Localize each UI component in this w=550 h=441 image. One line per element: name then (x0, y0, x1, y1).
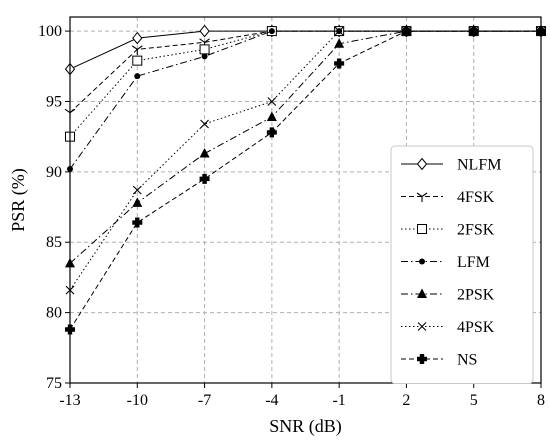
y-tick-label: 80 (46, 305, 62, 322)
marker-x (334, 26, 344, 36)
marker-square (132, 55, 143, 66)
series-line (69, 30, 541, 114)
marker-x (132, 185, 142, 195)
marker-triangle (266, 111, 277, 121)
marker-square (417, 224, 427, 234)
legend-item-2fsk: 2FSK (401, 222, 495, 239)
marker-stroke (421, 192, 428, 197)
x-tick-label: -1 (332, 392, 345, 409)
legend-item-4psk: 4PSK (401, 319, 495, 336)
marker-plus (417, 354, 427, 364)
marker-diamond (132, 31, 143, 45)
marker-stroke (64, 108, 71, 114)
x-axis-title: SNR (dB) (269, 416, 342, 437)
legend-item-lfm: LFM (401, 254, 490, 271)
legend: NLFM 4FSK 2FSK LFM 2PSK 4PSK NS (390, 145, 534, 384)
marker-plus (334, 58, 345, 69)
marker-circle (419, 258, 425, 265)
x-tick-label: -13 (59, 392, 80, 409)
marker-stroke (136, 45, 143, 50)
legend-box (390, 145, 534, 384)
y-tick-label: 90 (46, 164, 62, 181)
marker-diamond (416, 157, 428, 171)
marker-triangle (334, 38, 345, 48)
legend-label: 4PSK (457, 319, 495, 336)
marker-stroke (417, 322, 427, 331)
marker-stroke (204, 38, 210, 43)
x-tick-label: -10 (127, 392, 148, 409)
marker-plus (132, 217, 143, 228)
legend-item-nlfm: NLFM (401, 157, 501, 174)
marker-diamond (199, 24, 210, 38)
marker-stroke (334, 26, 344, 36)
marker-x (267, 97, 277, 106)
x-tick-label: 8 (537, 392, 545, 409)
x-tick-label: -7 (198, 392, 211, 409)
marker-plus (199, 173, 210, 184)
series-line (69, 30, 541, 170)
legend-label: NS (457, 352, 477, 369)
marker-stroke (132, 185, 142, 195)
marker-circle (268, 28, 275, 35)
legend-label: 2PSK (457, 287, 495, 304)
marker-triangle (417, 288, 427, 298)
x-tick-label: 5 (470, 392, 478, 409)
series-line (69, 30, 541, 291)
marker-triangle (199, 148, 210, 158)
marker-x (200, 119, 209, 129)
marker-stroke (131, 45, 138, 50)
legend-label: 4FSK (457, 189, 495, 206)
legend-item-2psk: 2PSK (401, 287, 495, 304)
marker-stroke (416, 192, 423, 197)
marker-plus (468, 26, 479, 37)
marker-plus (266, 127, 277, 138)
legend-label: NLFM (457, 157, 501, 174)
y-tick-label: 100 (38, 23, 62, 40)
marker-triangle (132, 197, 143, 207)
marker-stroke (200, 119, 209, 129)
marker-plus (401, 26, 412, 37)
ticks: -13 -10 -7 -4 -1 2 5 8 75 80 85 90 95 100 (38, 23, 545, 409)
x-tick-label: -4 (265, 392, 278, 409)
y-tick-label: 95 (46, 93, 62, 110)
legend-item-ns: NS (401, 352, 477, 369)
marker-tri-down (131, 45, 143, 55)
marker-square (199, 44, 210, 55)
legend-label: LFM (457, 254, 490, 271)
legend-label: 2FSK (457, 222, 495, 239)
marker-circle (134, 73, 141, 80)
plot-frame (69, 16, 542, 384)
x-tick-label: 2 (402, 392, 410, 409)
y-axis-title: PSR (%) (8, 168, 29, 232)
marker-stroke (267, 97, 277, 106)
marker-x (417, 322, 427, 331)
marker-stroke (69, 108, 76, 114)
marker-stroke (199, 38, 205, 43)
y-tick-label: 85 (46, 234, 62, 251)
marker-circle (201, 53, 208, 60)
legend-item-4fsk: 4FSK (401, 189, 495, 206)
y-tick-label: 75 (46, 375, 62, 392)
marker-tri-down (416, 192, 428, 202)
series-line (69, 30, 541, 330)
